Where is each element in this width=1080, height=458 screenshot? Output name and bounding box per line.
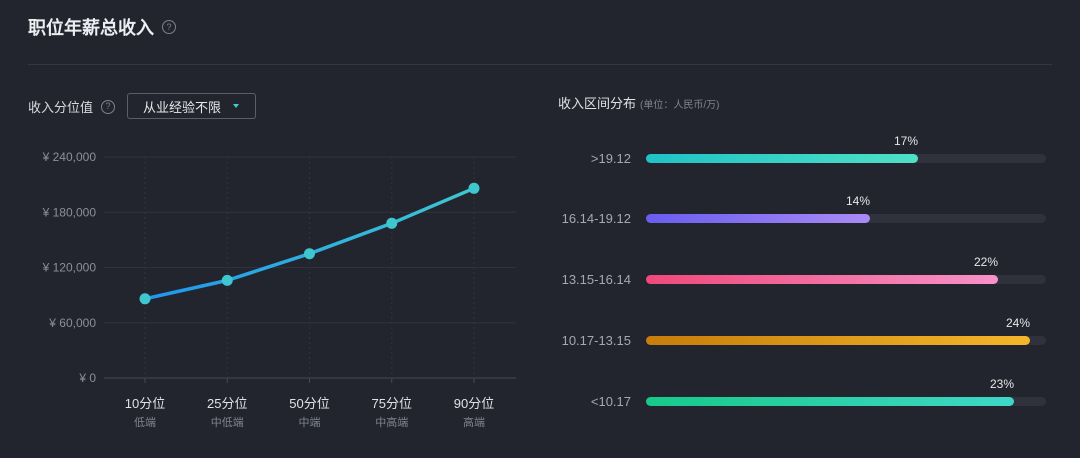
distribution-bar-track: 23% bbox=[646, 377, 1046, 406]
percentile-label: 收入分位值 bbox=[28, 100, 94, 115]
experience-select-value: 从业经验不限 bbox=[143, 99, 222, 115]
section-header: 职位年薪总收入 ? bbox=[28, 14, 176, 40]
data-point bbox=[221, 274, 233, 286]
distribution-value-label: 23% bbox=[989, 377, 1014, 391]
distribution-row: 16.14-19.12 14% bbox=[540, 194, 1050, 228]
distribution-bar bbox=[646, 397, 1014, 406]
distribution-bar-track: 14% bbox=[646, 194, 1046, 223]
distribution-bar bbox=[646, 214, 870, 223]
distribution-bar-track: 24% bbox=[646, 316, 1046, 345]
data-point bbox=[386, 217, 398, 229]
distribution-title-group: 收入区间分布 (单位：人民币/万) bbox=[558, 93, 719, 112]
data-point bbox=[468, 182, 480, 194]
distribution-title: 收入区间分布 bbox=[558, 96, 637, 111]
distribution-range-label: 13.15-16.14 bbox=[561, 272, 631, 287]
experience-select[interactable]: 从业经验不限 bbox=[127, 93, 256, 119]
distribution-range-label: 10.17-13.15 bbox=[561, 333, 631, 348]
x-tick-label: 25分位 bbox=[207, 396, 247, 411]
divider bbox=[28, 64, 1052, 65]
distribution-bar-track: 22% bbox=[646, 255, 1046, 284]
distribution-row: <10.17 23% bbox=[540, 377, 1050, 411]
distribution-bar bbox=[646, 275, 998, 284]
y-tick-label: ¥ 120,000 bbox=[42, 261, 97, 275]
distribution-row: >19.12 17% bbox=[540, 134, 1050, 168]
distribution-value-label: 22% bbox=[973, 255, 998, 269]
y-tick-label: ¥ 0 bbox=[78, 371, 96, 385]
distribution-range-label: 16.14-19.12 bbox=[561, 211, 631, 226]
help-icon[interactable]: ? bbox=[162, 20, 176, 34]
caret-down-icon bbox=[233, 104, 239, 108]
distribution-value-label: 14% bbox=[845, 194, 870, 208]
y-tick-label: ¥ 240,000 bbox=[42, 150, 97, 164]
distribution-row: 13.15-16.14 22% bbox=[540, 255, 1050, 289]
x-tick-sublabel: 中低端 bbox=[211, 416, 244, 429]
x-tick-sublabel: 低端 bbox=[134, 416, 156, 429]
percentile-label-group: 收入分位值 ? bbox=[28, 97, 116, 116]
distribution-value-label: 24% bbox=[1005, 316, 1030, 330]
salary-percentile-line-chart: ¥ 0 ¥ 60,000 ¥ 120,000 ¥ 180,000 ¥ 240,000 10… bbox=[42, 150, 516, 429]
x-tick-sublabel: 中高端 bbox=[375, 415, 408, 429]
x-tick-sublabel: 高端 bbox=[463, 415, 485, 429]
x-tick-label: 90分位 bbox=[454, 396, 494, 411]
x-tick-label: 50分位 bbox=[289, 396, 329, 411]
distribution-bar bbox=[646, 154, 918, 163]
x-tick-sublabel: 中端 bbox=[299, 416, 321, 429]
x-tick-label: 10分位 bbox=[125, 396, 165, 411]
distribution-unit: (单位：人民币/万) bbox=[640, 100, 720, 111]
data-point bbox=[304, 248, 315, 260]
percentile-help-icon[interactable]: ? bbox=[101, 99, 116, 114]
x-tick-label: 75分位 bbox=[372, 396, 412, 411]
y-tick-label: ¥ 60,000 bbox=[48, 316, 96, 330]
distribution-range-label: <10.17 bbox=[590, 394, 631, 409]
distribution-bar-track: 17% bbox=[646, 134, 1046, 163]
page-title: 职位年薪总收入 bbox=[28, 18, 154, 38]
distribution-row: 10.17-13.15 24% bbox=[540, 316, 1050, 350]
distribution-range-label: >19.12 bbox=[590, 151, 631, 166]
data-point bbox=[139, 293, 151, 305]
y-tick-label: ¥ 180,000 bbox=[42, 205, 97, 219]
distribution-value-label: 17% bbox=[893, 134, 918, 148]
distribution-bar bbox=[646, 336, 1030, 345]
